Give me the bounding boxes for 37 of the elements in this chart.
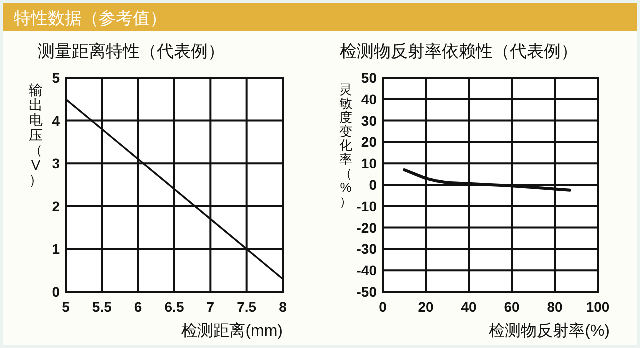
y-tick-label: 2: [52, 198, 60, 214]
y-tick-label: 1: [52, 241, 60, 258]
y-tick-label: -50: [356, 284, 378, 300]
y-tick-label: 4: [52, 112, 60, 129]
y-tick-label: 0: [52, 284, 60, 300]
chart-title: 测量距离特性（代表例）: [38, 42, 225, 61]
x-tick-label: 8: [279, 299, 288, 315]
x-axis-title: 检测物反射率(%): [489, 322, 610, 340]
y-tick-label: 3: [52, 156, 60, 172]
y-tick-label: -10: [356, 198, 378, 214]
y-tick-label: 50: [361, 70, 378, 86]
x-tick-label: 80: [547, 299, 563, 315]
x-tick-label: 60: [504, 299, 520, 315]
x-tick-label: 6: [134, 299, 142, 315]
x-axis-title: 检测距离(mm): [182, 322, 283, 340]
y-tick-label: 0: [369, 177, 378, 193]
y-tick-label: -30: [356, 241, 378, 258]
text: 特性数据（参考值）: [14, 9, 167, 28]
y-tick-label: -40: [356, 262, 378, 279]
y-tick-label: 20: [361, 134, 378, 150]
x-tick-label: 5.5: [92, 299, 112, 315]
y-axis-title: 输出电压（V）: [29, 82, 43, 188]
text: 灵敏度变化率（%）: [340, 82, 352, 209]
x-tick-label: 40: [461, 299, 477, 315]
y-tick-label: -20: [356, 220, 378, 236]
y-tick-label: 30: [361, 112, 378, 129]
chart-title: 检测物反射率依赖性（代表例）: [340, 42, 578, 61]
x-tick-label: 7.5: [237, 299, 257, 315]
x-tick-label: 6.5: [164, 299, 184, 315]
x-tick-label: 5: [62, 299, 70, 315]
x-tick-label: 7: [206, 299, 215, 315]
x-tick-label: 20: [418, 299, 434, 315]
y-tick-label: 10: [361, 156, 378, 172]
y-tick-label: 40: [361, 91, 378, 108]
y-tick-label: 5: [52, 70, 60, 86]
x-tick-label: 100: [586, 299, 610, 315]
x-tick-label: 0: [379, 299, 388, 315]
